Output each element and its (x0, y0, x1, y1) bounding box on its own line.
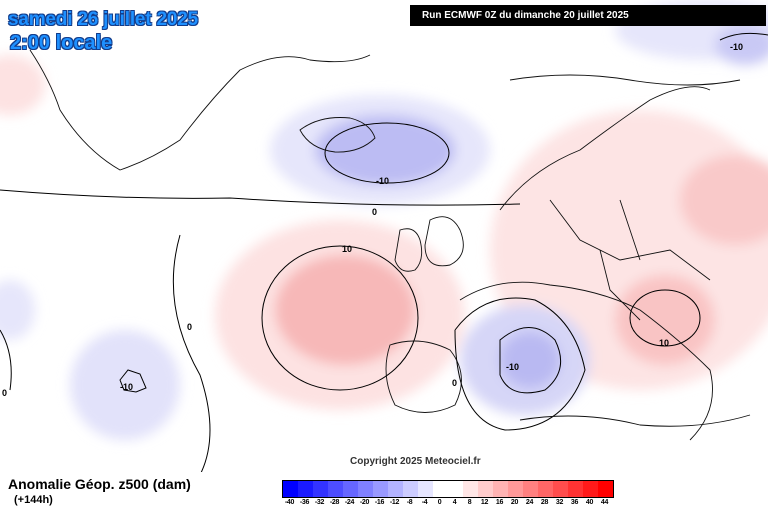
legend-tick-label: 32 (555, 499, 564, 506)
sardinia-contour (499, 327, 562, 394)
north-low-core (715, 25, 768, 65)
iberia-coast (385, 340, 462, 413)
zero-line-edge (0, 329, 12, 391)
contour-lines (0, 32, 768, 472)
contour-label: 10 (659, 338, 669, 348)
iceland-coast (299, 117, 376, 153)
legend-swatch (343, 481, 358, 497)
north-africa-coast (519, 414, 751, 427)
zero-line-west (172, 234, 211, 472)
legend-tick-label: -20 (359, 499, 370, 506)
balkans-high-core (615, 275, 715, 365)
legend-tick-label: -36 (299, 499, 310, 506)
west-high (0, 55, 45, 115)
legend-tick-label: 20 (510, 499, 519, 506)
azores-low (70, 330, 180, 440)
arctic-coast (509, 74, 741, 86)
legend-ticks: -40 -36 -32 -28 -24 -20 -16 -12 -8 -4 0 4 8 12 16 20 24 2… (282, 499, 614, 506)
legend-tick-label: 12 (480, 499, 489, 506)
legend-swatch (598, 481, 613, 497)
legend-tick-label: 28 (540, 499, 549, 506)
legend-swatch (538, 481, 553, 497)
legend-swatch (358, 481, 373, 497)
contour-label-group: -10 0 10 0 -10 0 -10 0 10 -10 (2, 42, 743, 398)
anomaly-map: -10 0 10 0 -10 0 -10 0 10 -10 (0, 0, 768, 472)
legend-tick-label: -32 (314, 499, 325, 506)
legend-tick-label: -8 (406, 499, 413, 506)
iceland-low-core (315, 115, 455, 185)
copyright: Copyright 2025 Meteociel.fr (350, 456, 481, 467)
legend-swatch (478, 481, 493, 497)
legend-tick-label: -28 (329, 499, 340, 506)
contour-label: -10 (120, 382, 133, 392)
legend-swatch (418, 481, 433, 497)
legend-tick-label: 44 (600, 499, 609, 506)
anomaly-shading (0, 0, 768, 440)
contour-label: -10 (730, 42, 743, 52)
atlantic-contour (261, 245, 419, 391)
british-isles-coast (394, 216, 464, 272)
legend-swatch (298, 481, 313, 497)
country-borders (549, 199, 711, 321)
coastlines (29, 49, 751, 441)
legend-swatch (463, 481, 478, 497)
sardinia-low-core (500, 332, 560, 388)
atlantic-high-core (275, 255, 415, 365)
contour-label: 10 (342, 244, 352, 254)
contour-label: -10 (506, 362, 519, 372)
legend-tick-label: -24 (344, 499, 355, 506)
legend-swatch (583, 481, 598, 497)
legend-swatch (328, 481, 343, 497)
legend-tick-label: -12 (389, 499, 400, 506)
contour-label: 0 (372, 207, 377, 217)
color-legend: -40 -36 -32 -28 -24 -20 -16 -12 -8 -4 0 4 8 12 16 20 24 2… (282, 480, 614, 506)
legend-swatch (313, 481, 328, 497)
legend-tick-label: 16 (495, 499, 504, 506)
west-low (0, 280, 35, 340)
forecast-date: samedi 26 juillet 2025 (8, 9, 198, 30)
legend-swatch (403, 481, 418, 497)
north-contour (719, 32, 768, 41)
legend-swatch (508, 481, 523, 497)
zero-line-med (454, 297, 586, 431)
scandinavia-coast (499, 86, 711, 211)
legend-tick-label: -4 (421, 499, 428, 506)
legend-swatch (568, 481, 583, 497)
zero-line-north (0, 189, 521, 206)
legend-tick-label: 40 (585, 499, 594, 506)
russia-high-core (680, 155, 768, 245)
contour-label: 0 (2, 388, 7, 398)
lead-time: (+144h) (14, 494, 53, 506)
mediterranean-coast (459, 281, 713, 441)
legend-tick-label: 4 (452, 499, 457, 506)
legend-tick-label: -40 (284, 499, 295, 506)
legend-swatch (373, 481, 388, 497)
legend-tick-label: 8 (467, 499, 472, 506)
contour-label: 0 (187, 322, 192, 332)
legend-swatch (553, 481, 568, 497)
azores-contour (119, 369, 147, 393)
iceland-contour (324, 122, 450, 184)
legend-swatch (448, 481, 463, 497)
map-footer: Anomalie Géop. z500 (dam) (+144h) -40 -36… (0, 472, 768, 512)
legend-tick-label: -16 (374, 499, 385, 506)
contour-label: 0 (452, 378, 457, 388)
run-info: Run ECMWF 0Z du dimanche 20 juillet 2025 (410, 5, 766, 26)
legend-tick-label: 24 (525, 499, 534, 506)
map-area: -10 0 10 0 -10 0 -10 0 10 -10 (0, 0, 768, 472)
legend-swatch (433, 481, 448, 497)
legend-swatches (282, 480, 614, 498)
legend-tick-label: 0 (437, 499, 442, 506)
legend-swatch (283, 481, 298, 497)
field-title: Anomalie Géop. z500 (dam) (8, 476, 191, 492)
forecast-time: 2:00 locale (10, 32, 113, 54)
greenland-coast (29, 49, 371, 171)
contour-label: -10 (376, 176, 389, 186)
legend-swatch (388, 481, 403, 497)
legend-swatch (523, 481, 538, 497)
legend-tick-label: 36 (570, 499, 579, 506)
balkans-contour (629, 289, 701, 347)
legend-swatch (493, 481, 508, 497)
